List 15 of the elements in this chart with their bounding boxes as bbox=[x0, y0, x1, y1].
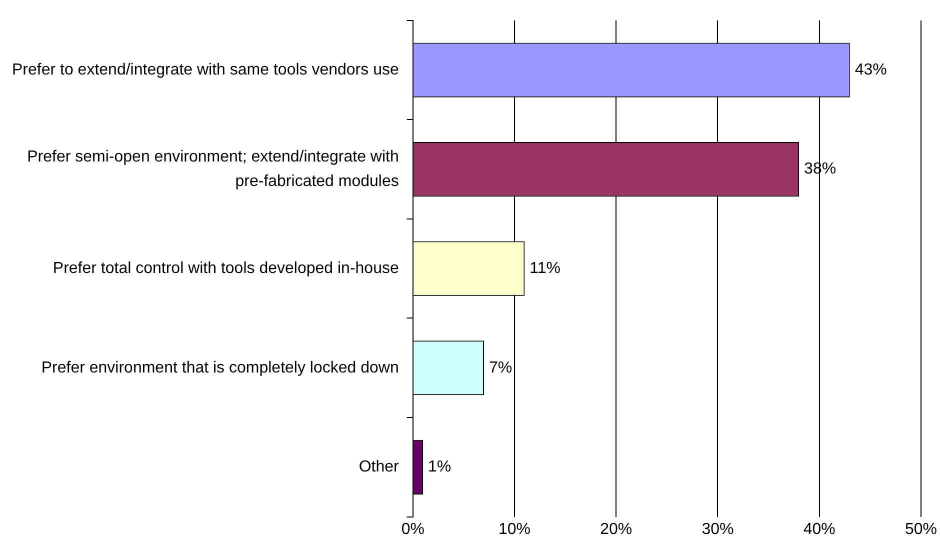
y-tick-label: Prefer total control with tools developed in-house bbox=[52, 260, 399, 278]
data-label: 11% bbox=[530, 260, 561, 278]
data-label: 7% bbox=[489, 359, 512, 376]
y-tick-label: Prefer environment that is completely locked down bbox=[41, 359, 399, 376]
y-tick-label: Prefer semi-open environment; extend/integrate with pre-fabricated modules bbox=[27, 148, 399, 190]
x-tick-label: 40% bbox=[803, 520, 836, 538]
x-tick-label: 50% bbox=[904, 520, 938, 538]
data-label: 1% bbox=[428, 458, 452, 476]
y-tick-label: Other bbox=[358, 458, 400, 476]
x-tick-label: 10% bbox=[498, 520, 531, 538]
y-tick-label: Prefer to extend/integrate with same tools vendors use bbox=[12, 61, 399, 78]
x-tick-label: 20% bbox=[600, 520, 632, 538]
x-tick-label: 30% bbox=[702, 520, 734, 538]
data-label: 43% bbox=[854, 61, 887, 78]
x-tick-label: 0% bbox=[401, 520, 424, 538]
